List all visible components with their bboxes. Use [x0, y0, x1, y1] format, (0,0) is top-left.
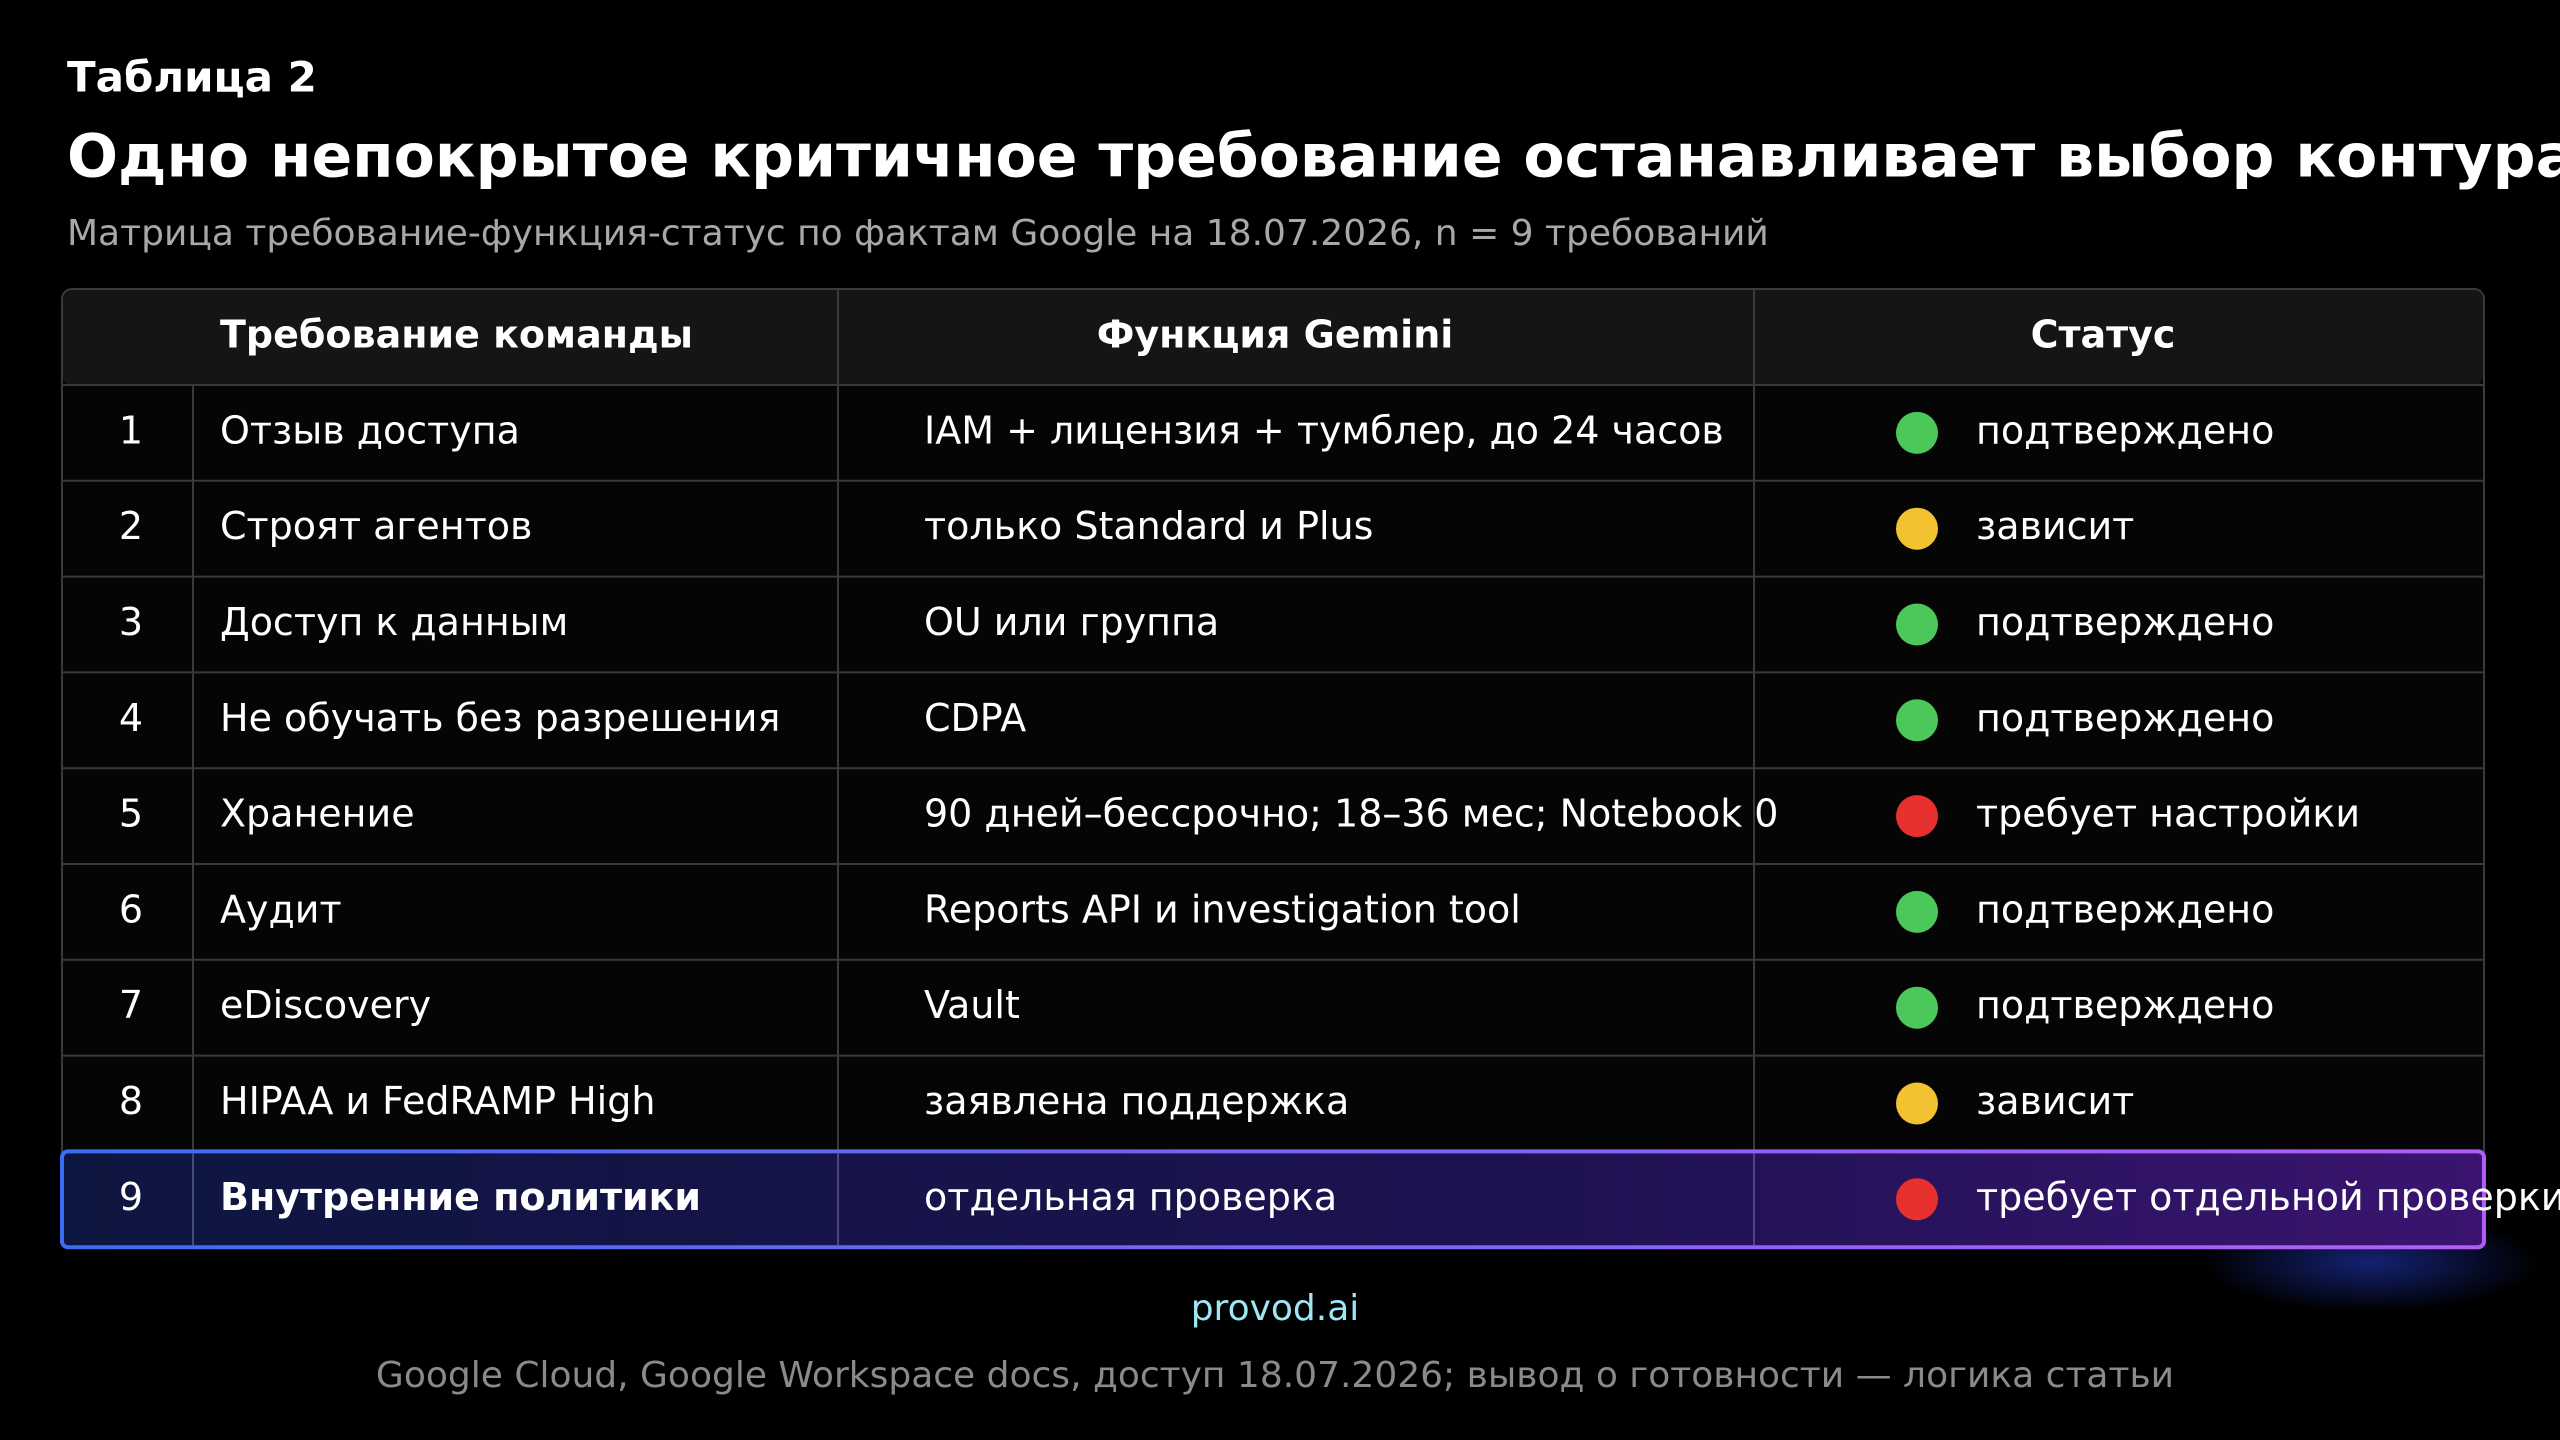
column-header: Функция Gemini — [1097, 313, 1454, 357]
requirement: Не обучать без разрешения — [220, 696, 780, 740]
requirement: HIPAA и FedRAMP High — [220, 1079, 655, 1123]
row-number: 1 — [119, 408, 143, 452]
function: IAM + лицензия + тумблер, до 24 часов — [924, 408, 1724, 452]
status-dot — [1896, 411, 1938, 454]
function: 90 дней–бессрочно; 18–36 мес; Notebook 0 — [924, 792, 1778, 836]
row-number: 4 — [119, 696, 143, 740]
row-number: 7 — [119, 983, 143, 1027]
row-number: 3 — [119, 600, 143, 644]
function: Reports API и investigation tool — [924, 887, 1521, 931]
requirement: Внутренние политики — [220, 1175, 701, 1219]
requirement: Хранение — [220, 792, 415, 836]
row-number: 9 — [119, 1175, 143, 1219]
requirement: Доступ к данным — [220, 600, 568, 644]
status-dot — [1896, 795, 1938, 838]
highlight-row — [60, 1149, 2486, 1250]
row-number: 2 — [119, 504, 143, 548]
status-dot — [1896, 699, 1938, 742]
status: подтверждено — [1976, 600, 2274, 644]
brand: provod.ai — [1191, 1288, 1360, 1329]
status: зависит — [1976, 504, 2134, 548]
function: Vault — [924, 983, 1020, 1027]
status: требует отдельной проверки — [1976, 1175, 2560, 1219]
requirement: Отзыв доступа — [220, 408, 520, 452]
status-dot — [1896, 603, 1938, 646]
row-number: 8 — [119, 1079, 143, 1123]
status-dot — [1896, 986, 1938, 1029]
requirement: Аудит — [220, 887, 342, 931]
source: Google Cloud, Google Workspace docs, дос… — [376, 1355, 2174, 1396]
title: Одно непокрытое критичное требование ост… — [67, 122, 2560, 192]
table-label: Таблица 2 — [67, 53, 317, 102]
row-number: 5 — [119, 792, 143, 836]
status: требует настройки — [1976, 792, 2360, 836]
status: зависит — [1976, 1079, 2134, 1123]
subtitle: Матрица требование-функция-статус по фак… — [67, 213, 1769, 254]
status: подтверждено — [1976, 983, 2274, 1027]
header-row — [63, 290, 2483, 385]
status-dot — [1896, 1178, 1938, 1221]
row-number: 6 — [119, 887, 143, 931]
function: OU или группа — [924, 600, 1219, 644]
status-dot — [1896, 890, 1938, 933]
column-header: Требование команды — [220, 313, 693, 357]
function: CDPA — [924, 696, 1026, 740]
status: подтверждено — [1976, 408, 2274, 452]
status: подтверждено — [1976, 887, 2274, 931]
column-header: Статус — [2031, 313, 2176, 357]
function: отдельная проверка — [924, 1175, 1337, 1219]
requirement: Строят агентов — [220, 504, 532, 548]
status-dot — [1896, 1082, 1938, 1125]
status-dot — [1896, 507, 1938, 550]
status: подтверждено — [1976, 696, 2274, 740]
function: только Standard и Plus — [924, 504, 1373, 548]
table: Требование команды Функция Gemini Статус 1 О… — [60, 288, 2560, 1250]
requirement: eDiscovery — [220, 983, 431, 1027]
function: заявлена поддержка — [924, 1079, 1349, 1123]
